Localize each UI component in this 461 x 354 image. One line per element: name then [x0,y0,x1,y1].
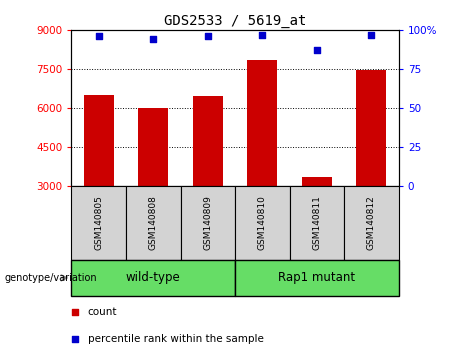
Text: GSM140810: GSM140810 [258,195,267,251]
Bar [356,69,386,186]
Point [259,32,266,38]
Bar [138,108,168,186]
Title: GDS2533 / 5619_at: GDS2533 / 5619_at [164,14,306,28]
Text: percentile rank within the sample: percentile rank within the sample [88,335,264,344]
Text: wild-type: wild-type [126,272,181,284]
Point [149,36,157,42]
Text: count: count [88,307,117,317]
Bar [235,186,290,260]
Bar [84,95,114,186]
Point [261,207,269,213]
Text: GSM140809: GSM140809 [203,195,213,251]
Point [204,34,212,39]
Point [313,47,321,53]
Text: Rap1 mutant: Rap1 mutant [278,272,355,284]
Bar [290,186,344,260]
Text: GSM140812: GSM140812 [367,196,376,250]
Bar [126,186,181,260]
Bar [344,186,399,260]
Bar [248,60,278,186]
Bar [302,177,332,186]
Text: GSM140808: GSM140808 [149,195,158,251]
Bar [181,186,235,260]
Bar [193,96,223,186]
Text: genotype/variation: genotype/variation [5,273,97,283]
Text: GSM140805: GSM140805 [94,195,103,251]
Bar [71,260,235,296]
Point [368,32,375,38]
Point [95,34,102,39]
Text: GSM140811: GSM140811 [313,195,321,251]
Bar [235,260,399,296]
Bar [71,186,126,260]
